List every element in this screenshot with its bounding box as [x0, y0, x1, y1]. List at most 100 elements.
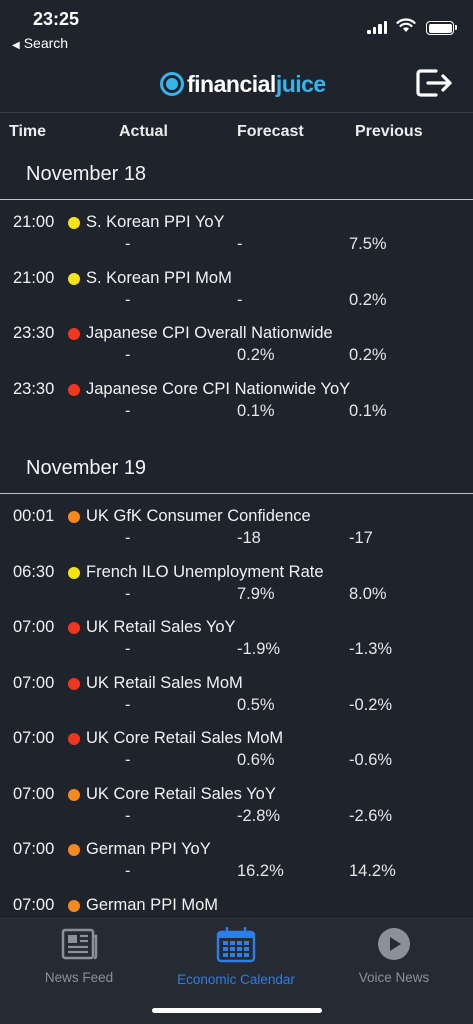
tab-voice-news-label: Voice News [358, 970, 430, 985]
event-previous: 0.2% [349, 346, 387, 364]
back-to-search-link[interactable]: ◀ Search [12, 35, 68, 51]
back-arrow-icon: ◀ [12, 40, 20, 51]
event-forecast: -1.9% [237, 640, 281, 658]
event-forecast: - [237, 235, 243, 253]
impact-orange-dot-icon [68, 788, 80, 801]
impact-red-dot-icon [68, 677, 80, 690]
event-row[interactable]: 06:30 French ILO Unemployment Rate - 7.9% 8.… [0, 554, 473, 610]
event-actual: - [125, 235, 131, 253]
calendar-list[interactable]: November 18 21:00 S. Korean PPI YoY - -7.5% 2… [0, 150, 473, 918]
newspaper-icon [61, 928, 98, 960]
tab-voice-news[interactable]: Voice News [356, 927, 432, 985]
event-previous: -17 [349, 529, 373, 547]
event-previous: 2.3% [349, 918, 387, 919]
event-row[interactable]: 07:00 German PPI YoY - 16.2% 14.2% [0, 831, 473, 887]
impact-red-dot-icon [68, 383, 80, 396]
logo-text-juice: juice [275, 70, 326, 97]
event-previous: -2.6% [349, 806, 393, 825]
event-row[interactable]: 07:00 UK Retail Sales YoY - -1.9% -1.3% [0, 609, 473, 665]
event-row[interactable]: 07:00 UK Core Retail Sales MoM -0.6% -0.6% [0, 720, 473, 776]
date-label: November 19 [26, 457, 147, 479]
tab-news-feed-label: News Feed [44, 970, 114, 985]
event-previous: 7.5% [349, 235, 387, 253]
event-name: S. Korean PPI MoM [86, 268, 232, 287]
impact-yellow-dot-icon [68, 566, 80, 579]
event-forecast: 7.9% [237, 584, 275, 603]
event-actual: - [125, 862, 131, 880]
column-actual: Actual [119, 123, 168, 140]
impact-red-dot-icon [68, 733, 80, 745]
event-row[interactable]: 07:00 UK Core Retail Sales YoY - -2.8% -2.6% [0, 776, 473, 832]
impact-orange-dot-icon [68, 844, 80, 856]
event-name: UK Retail Sales YoY [86, 618, 236, 636]
impact-yellow-dot-icon [68, 272, 80, 285]
event-row[interactable]: 07:00 German PPI MoM - 1.9% 2.3% [0, 887, 473, 919]
calendar-icon [216, 926, 256, 963]
tab-economic-calendar[interactable]: Economic Calendar [170, 926, 302, 987]
event-row[interactable]: 23:30 Japanese Core CPI Nationwide YoY - 0.… [0, 371, 473, 427]
event-forecast: 1.9% [237, 918, 275, 919]
event-previous: -0.2% [349, 695, 393, 714]
event-row[interactable]: 00:01 UK GfK Consumer Confidence - -18 -17 [0, 498, 473, 554]
event-forecast: 0.1% [237, 401, 275, 420]
event-time: 23:30 [13, 379, 55, 398]
column-forecast: Forecast [237, 123, 304, 140]
tab-bar: News Feed Economic Calendar Voice News [0, 918, 473, 1024]
date-label: November 18 [26, 163, 147, 185]
event-previous: -1.3% [349, 640, 393, 658]
event-actual: - [125, 695, 131, 714]
back-label: Search [23, 35, 69, 51]
date-header: November 18 [0, 150, 473, 200]
event-forecast: 0.6% [237, 751, 275, 769]
event-forecast: 0.5% [237, 695, 275, 714]
play-circle-icon [378, 928, 410, 960]
status-time: 23:25 [33, 9, 80, 29]
event-name: UK Core Retail Sales YoY [86, 784, 276, 803]
event-actual: - [125, 290, 131, 309]
event-actual: - [125, 751, 131, 769]
event-actual: - [125, 584, 131, 603]
tab-news-feed[interactable]: News Feed [40, 927, 118, 985]
event-previous: 0.2% [349, 290, 387, 309]
event-actual: - [125, 640, 131, 658]
event-time: 21:00 [13, 268, 55, 287]
impact-orange-dot-icon [68, 511, 80, 523]
event-row[interactable]: 07:00 UK Retail Sales MoM - 0.5% -0.2% [0, 665, 473, 721]
event-time: 21:00 [13, 213, 55, 231]
event-name: German PPI MoM [86, 895, 219, 914]
event-time: 07:00 [13, 784, 55, 803]
logo-text-financial: financial [187, 70, 276, 97]
event-name: Japanese Core CPI Nationwide YoY [86, 379, 351, 398]
impact-red-dot-icon [68, 622, 80, 634]
event-name: French ILO Unemployment Rate [86, 562, 324, 581]
event-forecast: 16.2% [237, 862, 284, 880]
event-name: German PPI YoY [86, 840, 211, 858]
impact-orange-dot-icon [68, 899, 80, 912]
event-time: 06:30 [13, 562, 55, 581]
event-time: 07:00 [13, 840, 55, 858]
event-actual: - [125, 529, 131, 547]
event-row[interactable]: 23:30 Japanese CPI Overall Nationwide - 0.2… [0, 315, 473, 371]
event-forecast: -18 [237, 529, 261, 547]
event-forecast: 0.2% [237, 346, 275, 364]
event-previous: 14.2% [349, 862, 396, 880]
event-name: UK Retail Sales MoM [86, 673, 243, 692]
event-previous: -0.6% [349, 751, 393, 769]
app-logo: financialjuice [160, 70, 326, 98]
event-name: UK GfK Consumer Confidence [86, 507, 311, 525]
section-gap [0, 426, 473, 444]
event-row[interactable]: 21:00 S. Korean PPI YoY - -7.5% [0, 204, 473, 260]
event-row[interactable]: 21:00 S. Korean PPI MoM - -0.2% [0, 260, 473, 316]
status-bar: 23:25 ◀ Search [0, 0, 473, 56]
logout-icon[interactable] [414, 65, 454, 101]
column-time: Time [9, 123, 47, 140]
date-header: November 19 [0, 444, 473, 494]
event-name: Japanese CPI Overall Nationwide [86, 324, 333, 342]
event-name: S. Korean PPI YoY [86, 213, 225, 231]
event-name: UK Core Retail Sales MoM [86, 729, 284, 747]
event-actual: - [125, 346, 131, 364]
event-actual: - [125, 806, 131, 825]
wifi-icon [396, 18, 416, 32]
event-time: 23:30 [13, 324, 55, 342]
event-time: 07:00 [13, 618, 55, 636]
